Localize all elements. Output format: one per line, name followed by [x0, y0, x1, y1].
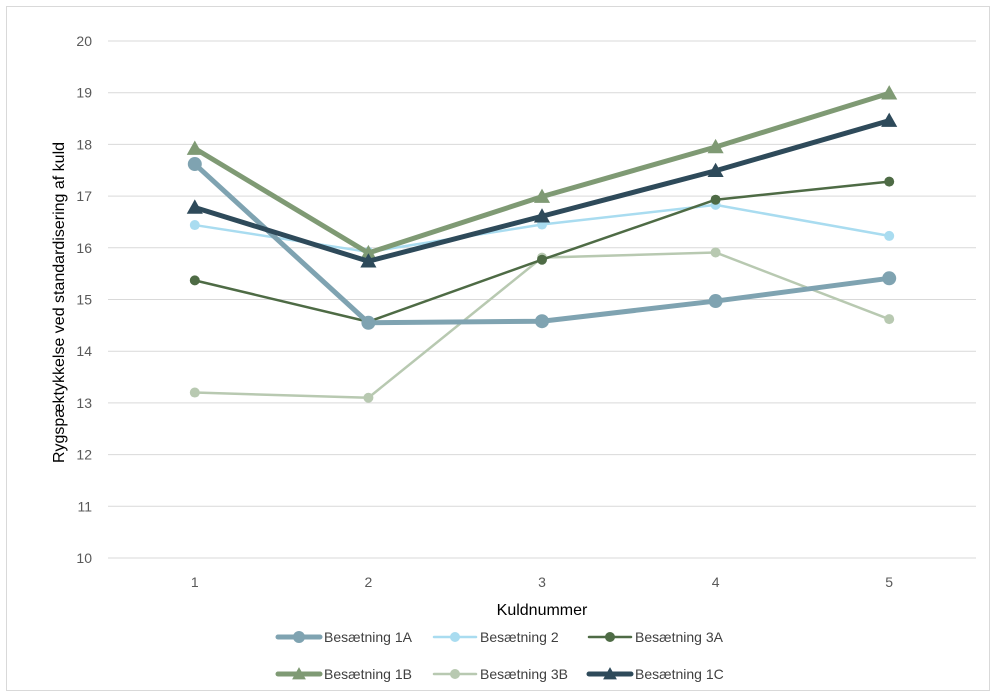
legend-label: Besætning 2 [480, 629, 559, 645]
data-point [884, 314, 895, 325]
y-tick-label: 13 [76, 395, 92, 411]
data-point [187, 157, 202, 172]
data-point [189, 220, 200, 231]
x-axis-title: Kuldnummer [497, 602, 588, 619]
legend-label: Besætning 3B [480, 666, 568, 682]
data-point [360, 253, 377, 268]
data-point [189, 387, 200, 398]
x-tick-label: 2 [365, 574, 373, 590]
data-point [189, 275, 200, 286]
data-point [535, 314, 549, 329]
legend-swatch-marker [450, 669, 460, 679]
legend-item: Besætning 1A [275, 629, 413, 645]
legend-item: Besætning 1C [586, 666, 724, 682]
legend-swatch-marker [293, 631, 305, 643]
series-line [192, 161, 892, 326]
x-tick-label: 1 [191, 574, 199, 590]
gridlines [108, 40, 976, 559]
legend-label: Besætning 3A [635, 629, 724, 645]
series-6 [186, 112, 898, 268]
legend-item: Besætning 3B [432, 666, 568, 682]
data-point [186, 199, 203, 214]
data-point [360, 244, 377, 260]
series-lines [186, 85, 898, 403]
data-point [363, 392, 374, 403]
legend-item: Besætning 1B [275, 666, 412, 682]
legend: Besætning 1A Besætning 2 Besætning 3A Besæt… [275, 629, 724, 682]
legend-label: Besætning 1B [324, 666, 412, 682]
data-point [708, 294, 723, 309]
y-tick-label: 14 [76, 343, 92, 359]
legend-swatch-marker [603, 667, 617, 680]
x-tick-label: 3 [538, 574, 546, 590]
y-tick-label: 12 [76, 447, 92, 463]
legend-swatch-marker [292, 667, 306, 680]
y-tick-label: 10 [76, 550, 92, 566]
data-point [710, 194, 721, 205]
y-axis-title: Rygspæktykkelse ved standardisering af k… [51, 142, 68, 463]
series-4 [186, 85, 898, 260]
y-tick-label: 11 [77, 498, 92, 514]
data-point [707, 162, 724, 178]
legend-label: Besætning 1A [324, 629, 413, 645]
data-point [884, 176, 895, 187]
y-tick-label: 20 [76, 33, 92, 49]
chart-area [6, 6, 990, 691]
x-axis-ticks: 1 2 3 4 5 [191, 574, 893, 590]
data-point [186, 140, 203, 155]
y-tick-label: 16 [76, 240, 92, 256]
legend-item: Besætning 3A [587, 629, 724, 645]
data-point [710, 247, 721, 258]
x-tick-label: 4 [712, 574, 720, 590]
legend-item: Besætning 2 [432, 629, 559, 645]
y-axis-ticks: 10 11 12 13 14 15 16 17 18 19 20 [76, 33, 92, 566]
y-tick-label: 17 [76, 188, 92, 204]
data-point [881, 85, 898, 100]
y-tick-label: 18 [76, 136, 92, 152]
data-point [537, 254, 547, 265]
data-point [884, 230, 895, 241]
y-tick-label: 15 [76, 292, 92, 308]
data-point [533, 208, 551, 223]
legend-label: Besætning 1C [635, 666, 724, 682]
data-point [533, 188, 551, 203]
legend-swatch-marker [450, 632, 460, 642]
data-point [361, 315, 376, 330]
data-point [881, 112, 898, 127]
y-tick-label: 19 [76, 85, 92, 101]
data-point [882, 271, 897, 286]
series-1 [187, 157, 897, 330]
legend-swatch-marker [605, 632, 615, 642]
x-tick-label: 5 [885, 574, 893, 590]
data-point [707, 138, 724, 154]
